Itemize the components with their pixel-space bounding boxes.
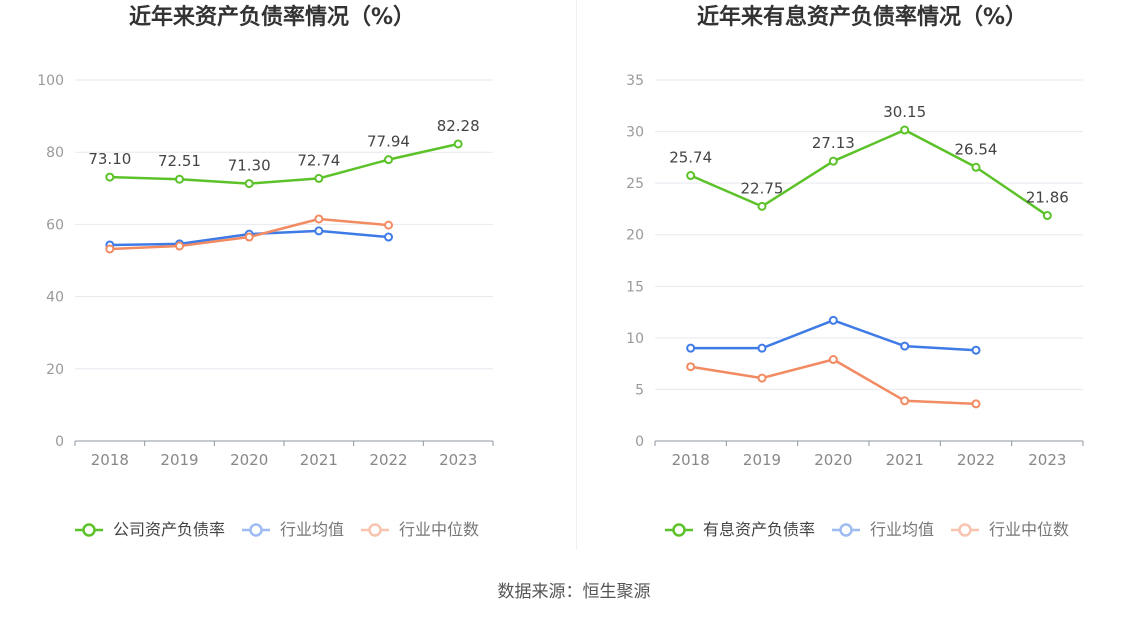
x-tick-label: 2018 <box>91 451 129 469</box>
y-tick-label: 20 <box>46 362 64 378</box>
y-tick-label: 20 <box>626 228 644 244</box>
data-label: 30.15 <box>883 103 926 121</box>
data-label: 21.86 <box>1026 189 1069 207</box>
x-tick-label: 2022 <box>369 451 407 469</box>
legend-line-circle-icon <box>75 523 103 537</box>
legend-item[interactable]: 有息资产负债率 <box>665 519 815 541</box>
y-tick-label: 80 <box>46 145 64 161</box>
data-label: 25.74 <box>669 149 712 167</box>
data-point <box>828 315 838 325</box>
y-tick-label: 100 <box>37 73 64 89</box>
x-tick-label: 2023 <box>439 451 477 469</box>
y-tick-label: 10 <box>626 331 644 347</box>
data-point <box>686 171 696 181</box>
data-label: 73.10 <box>88 150 131 168</box>
y-tick-label: 5 <box>635 382 644 398</box>
x-tick-label: 2020 <box>814 451 852 469</box>
data-label: 71.30 <box>228 157 271 175</box>
legend-item[interactable]: 公司资产负债率 <box>75 519 225 541</box>
debt-ratio-line-chart: 0 20 40 60 80 100 2018 2019 2020 2021 2022 2023 73.1… <box>37 73 494 469</box>
data-point <box>757 373 767 383</box>
data-point <box>971 399 981 409</box>
data-point <box>828 156 838 166</box>
data-point <box>757 201 767 211</box>
legend-line-circle-icon <box>665 523 693 537</box>
y-tick-label: 0 <box>635 434 644 450</box>
data-point <box>900 125 910 135</box>
data-point <box>384 232 393 242</box>
legend-label: 行业中位数 <box>399 520 480 539</box>
series-line <box>689 128 1049 217</box>
data-label: 72.74 <box>297 151 340 169</box>
legend-item[interactable]: 行业均值 <box>832 519 934 541</box>
chart-title-debt-ratio: 近年来资产负债率情况（%） <box>128 5 416 30</box>
x-tick-label: 2021 <box>300 451 338 469</box>
data-point <box>828 355 838 365</box>
data-label: 27.13 <box>812 134 855 152</box>
data-point <box>105 172 115 182</box>
y-tick-label: 15 <box>626 279 644 295</box>
data-point <box>900 341 910 351</box>
data-source-note: 数据来源：恒生聚源 <box>497 582 651 602</box>
data-point <box>384 155 393 165</box>
data-point <box>175 174 184 184</box>
y-tick-label: 25 <box>626 176 644 192</box>
data-point <box>314 173 324 183</box>
y-tick-label: 30 <box>626 125 644 141</box>
data-point <box>175 241 184 251</box>
data-point <box>314 226 324 236</box>
data-point <box>757 343 767 353</box>
legend-line-circle-icon <box>832 523 861 537</box>
legend-debt-ratio: 公司资产负债率 行业均值 行业中位数 <box>75 519 479 541</box>
data-point <box>453 139 463 149</box>
legend-label: 行业中位数 <box>989 520 1070 539</box>
data-label: 22.75 <box>741 179 784 197</box>
data-point <box>971 162 981 172</box>
data-point <box>900 396 910 406</box>
x-tick-label: 2018 <box>672 451 710 469</box>
y-tick-label: 60 <box>46 217 64 233</box>
legend-item[interactable]: 行业中位数 <box>951 519 1069 541</box>
data-label: 77.94 <box>367 133 410 151</box>
data-point <box>244 232 254 242</box>
legend-item[interactable]: 行业中位数 <box>361 519 479 541</box>
legend-line-circle-icon <box>361 523 390 537</box>
x-tick-label: 2022 <box>957 451 995 469</box>
interest-bearing-debt-ratio-line-chart: 0 5 10 15 20 25 30 35 2018 2019 2020 2021 2022 2023 25… <box>626 73 1084 469</box>
chart-title-interest-bearing-debt-ratio: 近年来有息资产负债率情况（%） <box>696 5 1028 30</box>
legend-interest-bearing-debt-ratio: 有息资产负债率 行业均值 行业中位数 <box>665 519 1069 541</box>
data-point <box>686 362 696 372</box>
data-point <box>105 244 115 254</box>
legend-label: 有息资产负债率 <box>703 520 816 539</box>
data-label: 26.54 <box>955 140 998 158</box>
series-line <box>689 358 978 406</box>
legend-item[interactable]: 行业均值 <box>242 519 344 541</box>
panel-divider <box>576 0 577 550</box>
legend-line-circle-icon <box>951 523 980 537</box>
data-point <box>686 343 696 353</box>
legend-label: 行业均值 <box>870 520 935 539</box>
legend-label: 公司资产负债率 <box>113 520 226 539</box>
data-label: 82.28 <box>437 117 480 135</box>
x-tick-label: 2019 <box>743 451 781 469</box>
x-tick-label: 2019 <box>160 451 198 469</box>
x-tick-label: 2020 <box>230 451 268 469</box>
y-tick-label: 0 <box>55 434 64 450</box>
data-point <box>384 220 393 230</box>
legend-line-circle-icon <box>242 523 271 537</box>
y-tick-label: 35 <box>626 73 644 89</box>
series-line <box>108 142 460 185</box>
data-point <box>971 345 981 355</box>
legend-label: 行业均值 <box>280 520 345 539</box>
data-point <box>1042 211 1052 221</box>
data-point <box>314 214 324 224</box>
data-point <box>244 179 254 189</box>
x-tick-label: 2021 <box>886 451 924 469</box>
y-tick-label: 40 <box>46 290 64 306</box>
data-label: 72.51 <box>158 152 201 170</box>
x-tick-label: 2023 <box>1028 451 1066 469</box>
